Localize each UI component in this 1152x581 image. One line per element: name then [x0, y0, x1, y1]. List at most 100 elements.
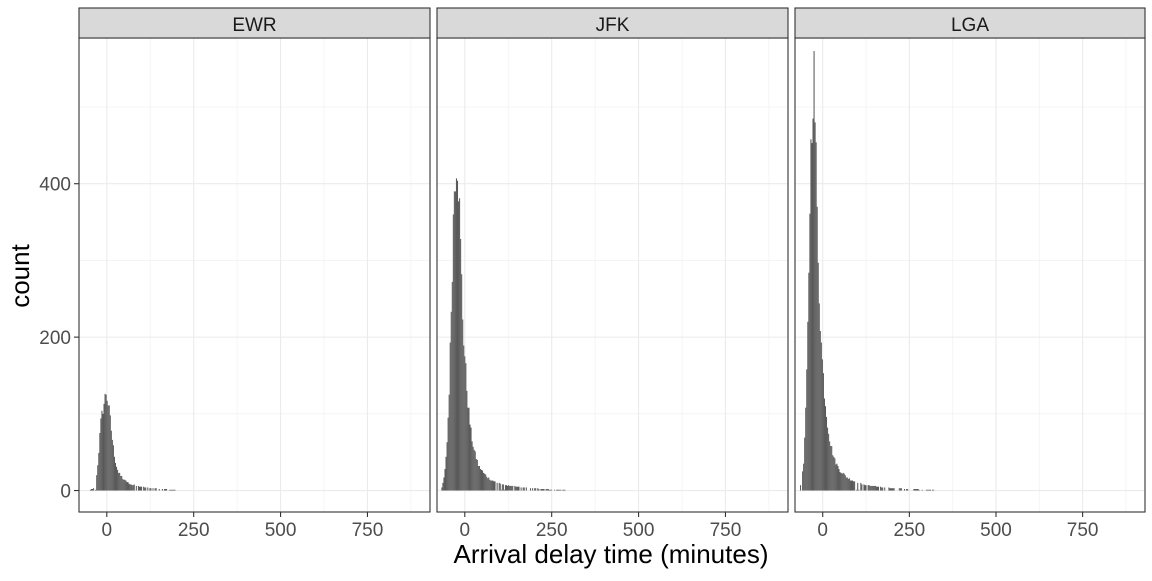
- histogram-bar: [469, 424, 471, 491]
- histogram-bar: [829, 441, 831, 491]
- histogram-bar: [466, 390, 468, 491]
- histogram-bar: [122, 479, 124, 491]
- histogram-bar: [927, 489, 929, 491]
- histogram-bar: [839, 472, 841, 491]
- histogram-bar: [532, 488, 534, 491]
- facet-strip-label: LGA: [951, 15, 989, 36]
- histogram-bar: [445, 456, 447, 491]
- histogram-bar: [541, 488, 543, 491]
- histogram-bar: [452, 214, 454, 491]
- histogram-bar: [511, 485, 513, 491]
- histogram-bar: [831, 446, 833, 491]
- histogram-bar: [133, 484, 135, 491]
- histogram-bar: [828, 433, 830, 491]
- histogram-bar: [441, 487, 443, 491]
- histogram-bar: [873, 485, 875, 491]
- histogram-bar: [92, 488, 94, 491]
- histogram-bar: [172, 489, 174, 491]
- histogram-bar: [137, 485, 139, 491]
- histogram-bar: [559, 489, 561, 491]
- histogram-bar: [854, 481, 856, 491]
- histogram-bar: [98, 452, 100, 491]
- x-tick-label: 0: [460, 520, 471, 541]
- histogram-bar: [900, 488, 902, 491]
- x-tick-label: 0: [102, 520, 113, 541]
- histogram-bar: [548, 489, 550, 491]
- histogram-bar: [95, 489, 97, 491]
- histogram-bar: [817, 262, 819, 491]
- histogram-bars-ewr: [89, 393, 176, 491]
- histogram-bar: [447, 417, 449, 491]
- histogram-bar: [108, 405, 110, 491]
- histogram-bar: [804, 437, 806, 491]
- histogram-bar: [867, 485, 869, 491]
- histogram-bar: [537, 488, 539, 491]
- histogram-bar: [815, 142, 817, 491]
- histogram-bar: [800, 485, 802, 491]
- histogram-bar: [149, 488, 151, 491]
- x-tick-label: 250: [894, 520, 926, 541]
- histogram-bar: [442, 482, 444, 491]
- histogram-bar: [874, 485, 876, 491]
- histogram-bar: [549, 489, 551, 491]
- histogram-bar: [158, 488, 160, 491]
- histogram-bar: [463, 345, 465, 491]
- histogram-bar: [174, 489, 176, 491]
- panel-background: [795, 38, 1145, 512]
- histogram-bar: [523, 487, 525, 491]
- histogram-bar: [918, 489, 920, 491]
- y-tick-label: 400: [39, 175, 71, 196]
- histogram-bar: [490, 480, 492, 491]
- histogram-bar: [471, 441, 473, 491]
- histogram-bar: [518, 486, 520, 491]
- histogram-bar: [811, 143, 813, 491]
- histogram-bar: [861, 484, 863, 491]
- histogram-bar: [543, 488, 545, 491]
- histogram-bar: [881, 487, 883, 491]
- histogram-bar: [103, 403, 105, 491]
- histogram-bar: [803, 463, 805, 491]
- histogram-bar: [916, 488, 918, 491]
- histogram-bar: [127, 482, 129, 491]
- histogram-bar: [529, 488, 532, 491]
- histogram-bar: [856, 489, 858, 491]
- histogram-bars-jfk: [441, 178, 566, 491]
- histogram-bar: [107, 405, 109, 491]
- histogram-bar: [872, 485, 874, 491]
- histogram-bar: [170, 489, 172, 491]
- histogram-bar: [509, 485, 511, 491]
- histogram-bar: [832, 455, 834, 491]
- histogram-bar: [821, 359, 823, 491]
- histogram-bar: [810, 139, 812, 491]
- histogram-bar: [925, 489, 927, 491]
- histogram-bar: [485, 474, 487, 491]
- histogram-bar: [139, 486, 142, 491]
- histogram-bar: [128, 483, 130, 491]
- histogram-bar: [138, 486, 140, 491]
- histogram-bar: [467, 407, 469, 491]
- y-tick-label: 0: [60, 482, 71, 503]
- histogram-bar: [553, 489, 555, 491]
- histogram-bar: [474, 451, 476, 491]
- histogram-bar: [484, 473, 486, 491]
- histogram-bar: [121, 475, 123, 491]
- histogram-bar: [105, 394, 107, 491]
- histogram-bar: [929, 489, 932, 491]
- histogram-bar: [915, 488, 917, 491]
- histogram-bar: [132, 485, 134, 491]
- histogram-bar: [449, 342, 451, 491]
- histogram-bar: [123, 479, 125, 491]
- histogram-bar: [564, 489, 566, 491]
- histogram-bar: [166, 488, 168, 491]
- histogram-bar: [504, 485, 506, 491]
- histogram-bar: [860, 482, 862, 491]
- histogram-bar: [882, 487, 884, 491]
- histogram-bar: [488, 477, 490, 491]
- facet-panels: EWR JFK LGA: [78, 7, 1146, 513]
- histogram-bar: [455, 178, 457, 491]
- histogram-bar: [818, 303, 820, 491]
- histogram-bar: [932, 489, 934, 491]
- histogram-bar: [101, 410, 103, 491]
- histogram-bar: [926, 489, 928, 491]
